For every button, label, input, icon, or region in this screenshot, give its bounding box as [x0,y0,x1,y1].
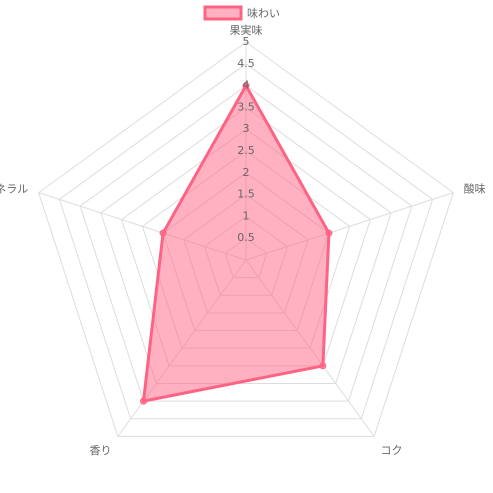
data-point[interactable] [242,82,250,90]
grid-ring [100,106,392,384]
r-tick-label: 4.5 [237,57,255,70]
r-tick-label: 3 [243,122,250,135]
category-label: コク [381,444,403,457]
r-tick-label: 5 [243,35,250,48]
data-point[interactable] [325,229,333,237]
r-tick-label: 0.5 [237,231,255,244]
grid-ring [38,41,454,437]
r-tick-label: 1 [243,209,250,222]
series-area [141,82,331,403]
r-tick-label: 2 [243,166,250,179]
r-tick-label: 4 [243,79,250,92]
data-point[interactable] [159,229,167,237]
data-point[interactable] [139,397,147,405]
r-tick-label: 3.5 [237,100,255,113]
category-label: 果実味 [230,23,263,37]
grid-ring [79,84,413,402]
grid-ring [58,63,434,420]
r-tick-label: 2.5 [237,144,255,157]
category-label: ミネラル [0,182,28,195]
r-tick-label: 1.5 [237,188,255,201]
category-label: 酸味 [464,181,486,195]
legend-swatch[interactable] [203,5,243,21]
category-label: 香り [89,444,111,457]
legend-label[interactable]: 味わい [247,7,280,20]
data-point[interactable] [319,362,327,370]
